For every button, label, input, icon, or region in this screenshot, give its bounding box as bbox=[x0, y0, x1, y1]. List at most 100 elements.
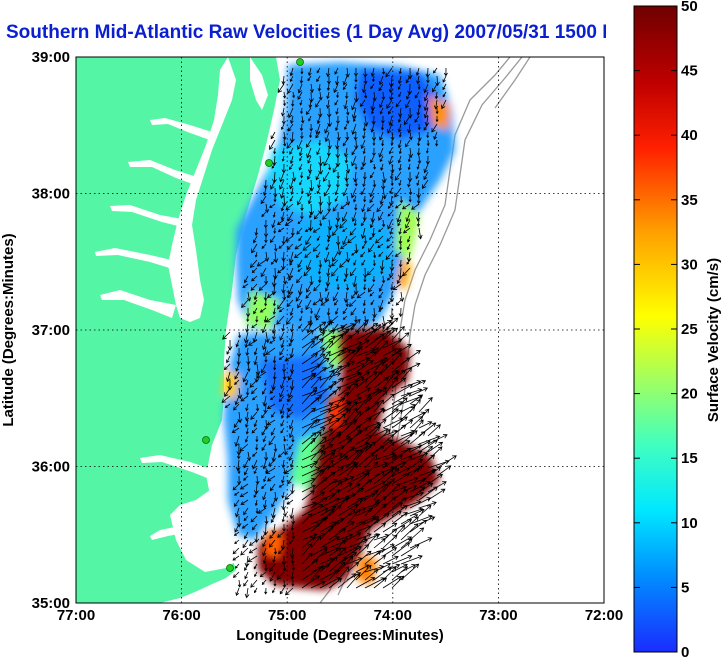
velocity-arrow bbox=[398, 179, 402, 187]
velocity-arrow bbox=[427, 441, 444, 453]
velocity-arrow bbox=[277, 547, 285, 555]
velocity-arrow bbox=[366, 203, 375, 212]
velocity-arrow bbox=[326, 75, 331, 85]
velocity-arrow bbox=[310, 338, 324, 349]
velocity-arrow bbox=[282, 195, 287, 207]
velocity-arrow bbox=[290, 523, 295, 531]
velocity-arrow bbox=[262, 547, 267, 557]
velocity-arrow bbox=[409, 431, 426, 445]
velocity-arrow bbox=[346, 449, 360, 461]
velocity-arrow bbox=[373, 399, 385, 413]
velocity-arrow bbox=[301, 490, 315, 501]
velocity-arrow bbox=[327, 179, 332, 189]
velocity-arrow bbox=[319, 370, 335, 389]
velocity-arrow bbox=[336, 171, 340, 180]
velocity-arrow bbox=[391, 326, 405, 341]
velocity-arrow bbox=[382, 478, 395, 493]
velocity-arrow bbox=[273, 443, 278, 453]
velocity-arrow bbox=[346, 487, 364, 501]
velocity-arrow bbox=[416, 211, 421, 222]
velocity-arrow bbox=[382, 534, 398, 549]
velocity-arrow bbox=[327, 203, 332, 213]
velocity-arrow bbox=[423, 163, 429, 174]
velocity-arrow bbox=[282, 291, 287, 301]
velocity-arrow bbox=[373, 419, 387, 429]
velocity-arrow bbox=[370, 299, 375, 306]
velocity-arrow bbox=[288, 371, 294, 381]
velocity-arrow bbox=[327, 219, 333, 231]
velocity-arrow bbox=[379, 131, 384, 141]
velocity-arrow bbox=[282, 443, 288, 456]
velocity-arrow bbox=[316, 251, 321, 259]
velocity-arrow bbox=[326, 91, 330, 100]
velocity-arrow bbox=[400, 563, 420, 581]
velocity-arrow bbox=[306, 259, 312, 271]
velocity-arrow bbox=[319, 372, 342, 381]
velocity-arrow bbox=[244, 419, 249, 428]
velocity-arrow bbox=[280, 203, 285, 212]
velocity-arrow bbox=[255, 443, 259, 451]
velocity-arrow bbox=[427, 434, 448, 445]
velocity-arrow bbox=[391, 512, 408, 525]
velocity-arrow bbox=[226, 371, 231, 383]
velocity-arrow bbox=[242, 371, 249, 383]
velocity-arrow bbox=[332, 227, 339, 237]
velocity-arrow bbox=[297, 259, 303, 269]
velocity-arrow bbox=[251, 427, 258, 434]
velocity-arrow bbox=[276, 571, 285, 580]
velocity-arrow bbox=[298, 235, 303, 242]
velocity-arrow bbox=[271, 411, 276, 418]
velocity-arrow bbox=[381, 67, 386, 75]
velocity-arrow bbox=[350, 307, 357, 316]
velocity-arrow bbox=[360, 251, 366, 258]
velocity-arrow bbox=[290, 483, 295, 495]
velocity-arrow bbox=[398, 163, 402, 172]
velocity-arrow bbox=[289, 75, 294, 82]
velocity-arrow bbox=[373, 319, 392, 333]
velocity-arrow bbox=[254, 571, 258, 578]
velocity-arrow bbox=[408, 195, 412, 203]
velocity-arrow bbox=[339, 219, 348, 229]
velocity-arrow bbox=[263, 315, 267, 323]
velocity-arrow bbox=[349, 227, 357, 236]
velocity-arrow bbox=[271, 323, 276, 334]
velocity-arrow bbox=[269, 571, 276, 582]
velocity-arrow bbox=[304, 251, 312, 259]
velocity-arrow bbox=[355, 328, 378, 341]
velocity-arrow bbox=[346, 539, 369, 549]
velocity-arrow bbox=[284, 355, 294, 362]
velocity-arrow bbox=[291, 171, 297, 182]
velocity-arrow bbox=[400, 523, 419, 541]
velocity-arrow bbox=[319, 536, 340, 549]
velocity-arrow bbox=[307, 163, 313, 174]
velocity-arrow bbox=[299, 123, 304, 132]
velocity-arrow bbox=[394, 187, 402, 198]
velocity-arrow bbox=[301, 407, 316, 421]
velocity-arrow bbox=[411, 203, 420, 210]
velocity-arrow bbox=[337, 508, 356, 525]
velocity-arrow bbox=[362, 179, 366, 188]
velocity-arrow bbox=[255, 507, 259, 514]
velocity-arrow bbox=[318, 139, 322, 146]
velocity-arrow bbox=[270, 259, 276, 265]
velocity-arrow bbox=[264, 235, 268, 244]
velocity-arrow bbox=[310, 580, 326, 589]
velocity-arrow bbox=[319, 459, 334, 477]
velocity-arrow bbox=[277, 267, 285, 274]
velocity-arrow bbox=[354, 83, 358, 90]
velocity-arrow bbox=[234, 563, 240, 569]
velocity-arrow bbox=[421, 179, 429, 189]
velocity-arrow bbox=[398, 227, 402, 235]
velocity-arrow bbox=[346, 383, 359, 397]
colorbar-tick: 25 bbox=[681, 321, 698, 338]
velocity-arrow bbox=[263, 379, 267, 386]
velocity-arrow bbox=[355, 452, 375, 469]
velocity-arrow bbox=[414, 91, 420, 99]
velocity-arrow bbox=[232, 571, 240, 578]
velocity-arrow bbox=[255, 475, 260, 485]
velocity-arrow bbox=[246, 451, 252, 462]
velocity-arrow bbox=[257, 507, 267, 514]
velocity-arrow bbox=[326, 99, 331, 109]
velocity-arrow bbox=[328, 539, 347, 549]
velocity-arrow bbox=[391, 416, 408, 429]
